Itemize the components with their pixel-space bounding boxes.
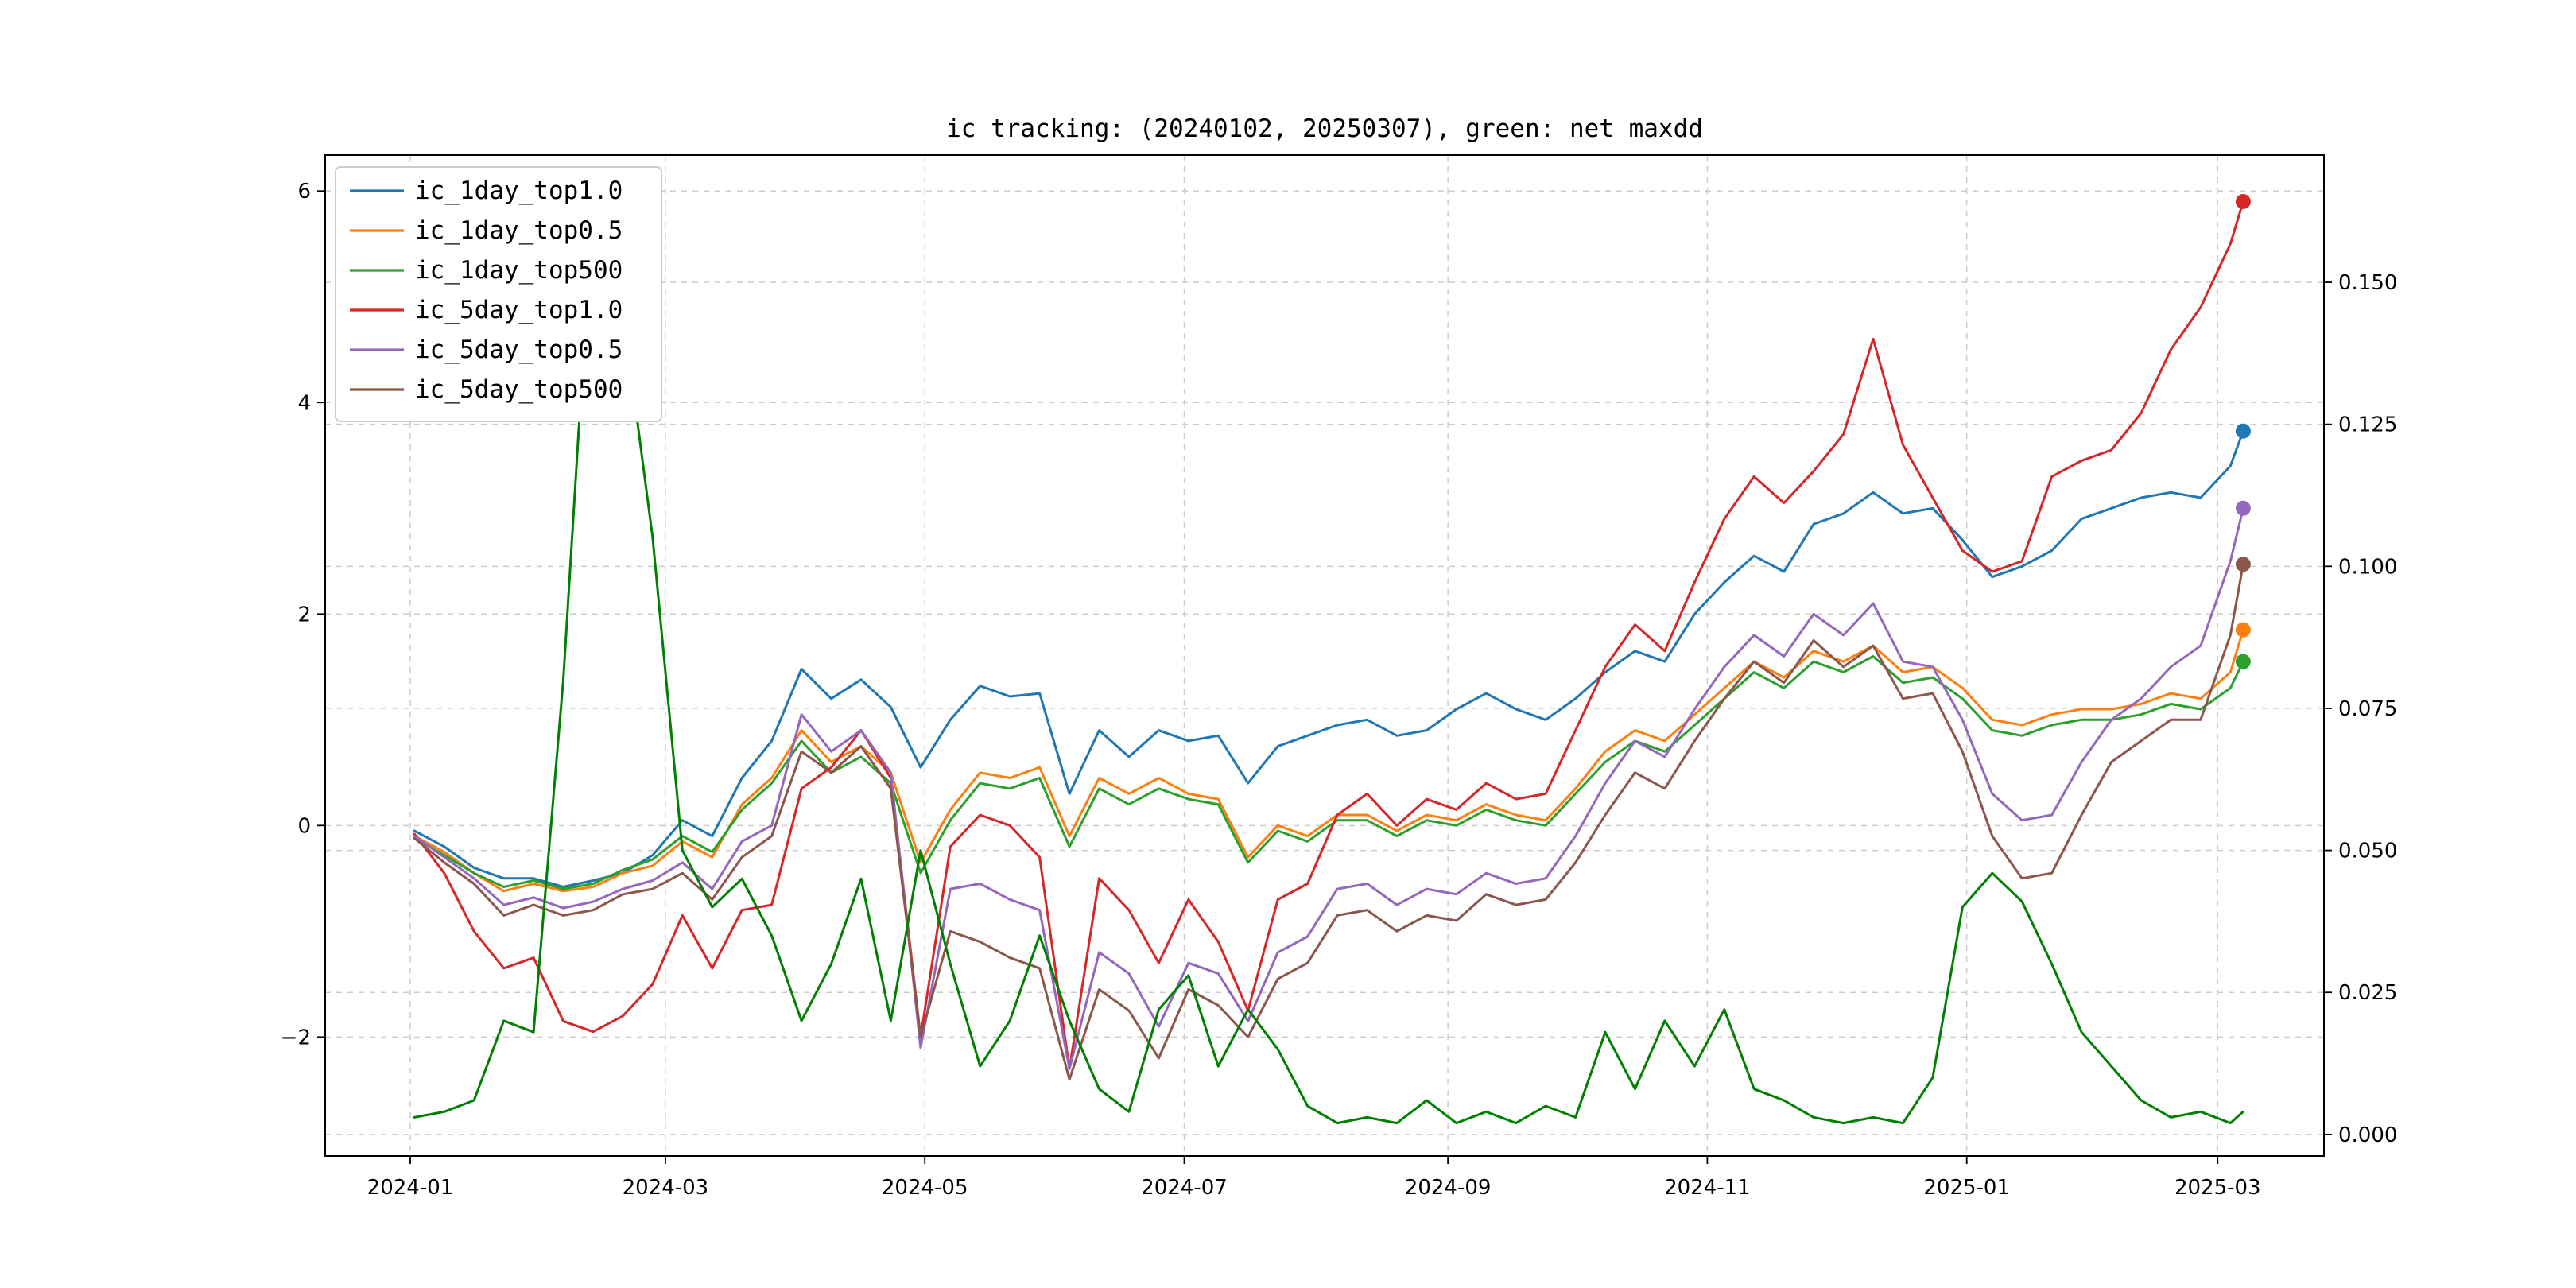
legend: ic_1day_top1.0 ic_1day_top0.5 ic_1day_top5… <box>335 166 662 422</box>
series-line-ic_1day_top500 <box>413 655 2244 890</box>
series-line-ic_5day_top500 <box>413 563 2244 1081</box>
x-tick-label: 2025-01 <box>1923 1176 2010 1200</box>
series-line-ic_5day_top1.0 <box>413 200 2244 1070</box>
legend-label: ic_5day_top0.5 <box>415 336 623 364</box>
x-tick-label: 2024-11 <box>1664 1176 1751 1200</box>
y-right-tick-label: 0.150 <box>2338 271 2397 295</box>
legend-item-ic_1day_top500: ic_1day_top500 <box>350 256 623 285</box>
y-right-tick-label: 0.050 <box>2338 840 2397 863</box>
y-left-tick-label: 0 <box>297 814 311 838</box>
tick-labels: 2024-01 2024-03 2024-05 2024-07 2024-09 2024-… <box>281 180 2398 1200</box>
legend-label: ic_5day_top1.0 <box>415 296 623 324</box>
x-tick-label: 2025-03 <box>2174 1176 2261 1200</box>
series-end-dot-ic_5day_top1.0 <box>2235 194 2251 209</box>
series-end-dot-ic_1day_top500 <box>2235 654 2251 669</box>
legend-item-ic_5day_top1.0: ic_5day_top1.0 <box>350 296 623 324</box>
x-tick-label: 2024-07 <box>1141 1176 1228 1200</box>
plot-border <box>324 154 2325 1157</box>
series-end-dot-ic_1day_top0.5 <box>2235 622 2251 638</box>
y-right-tick-label: 0.000 <box>2338 1123 2397 1147</box>
legend-item-ic_5day_top0.5: ic_5day_top0.5 <box>350 336 623 364</box>
y-left-tick-label: 4 <box>297 391 311 415</box>
series-line-ic_5day_top0.5 <box>413 506 2244 1070</box>
series-line-ic_1day_top1.0 <box>413 429 2244 888</box>
legend-label: ic_5day_top500 <box>415 375 623 404</box>
legend-label: ic_1day_top500 <box>415 256 623 285</box>
legend-item-ic_1day_top1.0: ic_1day_top1.0 <box>350 177 623 205</box>
y-right-tick-label: 0.075 <box>2338 697 2397 721</box>
y-right-tick-label: 0.025 <box>2338 981 2397 1005</box>
series-end-dot-ic_1day_top1.0 <box>2235 423 2251 439</box>
tick-marks <box>317 190 2332 1164</box>
y-right-tick-label: 0.125 <box>2338 413 2397 437</box>
y-left-tick-label: 6 <box>297 180 311 204</box>
y-left-tick-label: −2 <box>281 1026 311 1049</box>
legend-item-ic_1day_top0.5: ic_1day_top0.5 <box>350 216 623 245</box>
series-end-dot-ic_5day_top500 <box>2235 557 2251 572</box>
x-tick-label: 2024-01 <box>367 1176 454 1200</box>
series-lines <box>413 196 2244 1125</box>
series-line-net_maxdd <box>413 196 2244 1125</box>
y-right-tick-label: 0.100 <box>2338 555 2397 579</box>
series-end-dot-ic_5day_top0.5 <box>2235 500 2251 516</box>
x-tick-label: 2024-03 <box>623 1176 709 1200</box>
series-line-ic_1day_top0.5 <box>413 628 2244 893</box>
x-tick-label: 2024-05 <box>882 1176 968 1200</box>
legend-box <box>335 166 662 422</box>
chart-title: ic tracking: (20240102, 20250307), green… <box>946 114 1703 143</box>
legend-label: ic_1day_top1.0 <box>415 177 623 205</box>
x-tick-label: 2024-09 <box>1405 1176 1492 1200</box>
legend-item-ic_5day_top500: ic_5day_top500 <box>350 375 623 404</box>
y-left-tick-label: 2 <box>297 603 311 627</box>
legend-label: ic_1day_top0.5 <box>415 216 623 245</box>
